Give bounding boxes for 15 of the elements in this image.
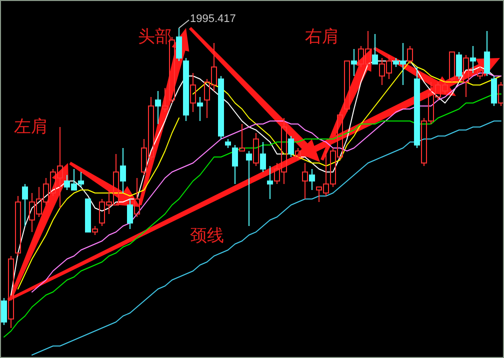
candlestick: [302, 162, 308, 200]
candlestick: [120, 148, 126, 194]
annotation: 右肩: [305, 27, 339, 47]
candlestick: [155, 90, 161, 124]
annotation: 颈线: [190, 226, 224, 246]
candlestick: [190, 72, 196, 112]
candlestick: [127, 198, 133, 230]
candlestick: [267, 166, 273, 200]
annotation: 头部: [138, 27, 172, 47]
text: 1995.417: [190, 13, 236, 25]
candlestick: [197, 96, 203, 122]
candlestick: [309, 168, 315, 190]
candlestick: [470, 46, 476, 74]
candlestick: [351, 48, 357, 76]
annotation: 左肩: [14, 117, 48, 137]
